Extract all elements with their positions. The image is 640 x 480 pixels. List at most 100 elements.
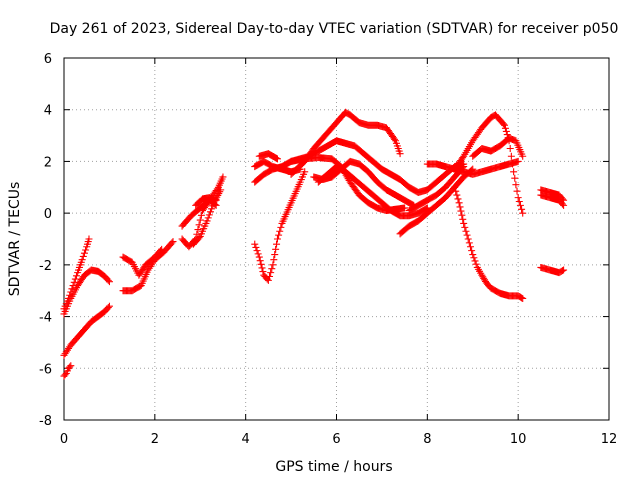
y-tick-label: 4 (44, 104, 52, 119)
data-point (458, 211, 466, 219)
data-point (158, 245, 166, 253)
data-point (469, 251, 477, 259)
series-track-2 (60, 266, 113, 318)
y-tick-label: -2 (39, 259, 52, 274)
data-point (275, 231, 283, 239)
data-point (507, 152, 515, 160)
data-point (273, 235, 281, 243)
data-point (105, 278, 113, 286)
data-point (104, 304, 112, 312)
y-tick-label: 6 (44, 52, 52, 67)
series-track-22 (451, 111, 527, 217)
x-tick-label: 8 (423, 432, 431, 447)
grid-lines (64, 58, 609, 420)
x-tick-label: 4 (242, 432, 250, 447)
data-point (512, 181, 520, 189)
data-point (255, 253, 263, 261)
data-point (462, 227, 470, 235)
series-track-21 (423, 157, 522, 178)
data-point (276, 227, 284, 235)
data-point (518, 205, 526, 213)
data-point (85, 235, 93, 243)
data-point (104, 276, 112, 284)
data-point (203, 217, 211, 225)
data-point (391, 135, 399, 143)
data-point (273, 240, 281, 248)
data-point (266, 272, 274, 280)
data-point (456, 203, 464, 211)
data-point (273, 155, 281, 163)
data-point (451, 183, 459, 191)
data-point (513, 187, 521, 195)
data-point (197, 211, 205, 219)
series-track-20 (405, 163, 468, 215)
data-point (506, 145, 514, 152)
data-point (460, 219, 468, 227)
data-point (195, 221, 203, 229)
data-point (396, 150, 404, 158)
data-point (452, 187, 460, 195)
series-track-14 (255, 150, 281, 163)
data-point (499, 120, 507, 128)
x-tick-label: 6 (332, 432, 340, 447)
data-point (471, 257, 479, 265)
x-tick-label: 12 (601, 432, 618, 447)
series-track-24 (469, 134, 527, 160)
y-axis-label: SDTVAR / TECUs (7, 182, 23, 297)
data-point (267, 269, 275, 277)
data-point (502, 127, 510, 135)
data-point (558, 200, 566, 208)
series-track-9 (189, 186, 225, 248)
data-point (510, 168, 518, 176)
data-point (501, 124, 509, 132)
series-track-10 (192, 194, 220, 209)
data-point (501, 121, 509, 129)
data-point (514, 157, 522, 165)
data-point (254, 250, 262, 258)
data-point (519, 209, 527, 217)
data-point (66, 363, 74, 371)
data-point (272, 154, 280, 162)
data-point (78, 256, 86, 264)
data-point (508, 160, 516, 168)
data-point (519, 294, 527, 302)
data-point (219, 173, 227, 181)
data-point (206, 208, 214, 216)
data-point (80, 249, 88, 257)
axis-ticks (63, 57, 610, 421)
data-point (252, 243, 260, 251)
y-tick-label: 2 (44, 155, 52, 170)
x-tick-label: 2 (151, 432, 159, 447)
data-point (466, 243, 474, 251)
data-point (269, 261, 277, 269)
data-point (169, 238, 177, 246)
data-point (560, 266, 568, 274)
data-point (251, 240, 259, 248)
data-point (454, 195, 462, 203)
data-point (457, 207, 465, 215)
y-tick-label: -6 (39, 362, 52, 377)
data-point (217, 186, 225, 194)
data-point (511, 174, 519, 182)
data-point (277, 223, 285, 231)
data-point (272, 245, 280, 253)
data-point (558, 267, 566, 275)
data-point (209, 202, 217, 210)
series-track-3 (60, 302, 113, 359)
data-point (259, 268, 267, 276)
data-point (301, 168, 309, 176)
chart-title: Day 261 of 2023, Sidereal Day-to-day VTE… (50, 21, 619, 37)
data-point (515, 198, 523, 206)
data-point (258, 264, 266, 272)
data-point (105, 302, 113, 310)
data-point (264, 276, 272, 284)
data-point (157, 247, 165, 255)
data-point (67, 362, 75, 370)
data-point (468, 247, 476, 255)
data-point (519, 152, 527, 160)
y-tick-label: -8 (39, 414, 52, 429)
data-point (453, 191, 461, 199)
y-tick-label: 0 (44, 207, 52, 222)
data-point (256, 257, 264, 265)
data-point (560, 201, 568, 209)
